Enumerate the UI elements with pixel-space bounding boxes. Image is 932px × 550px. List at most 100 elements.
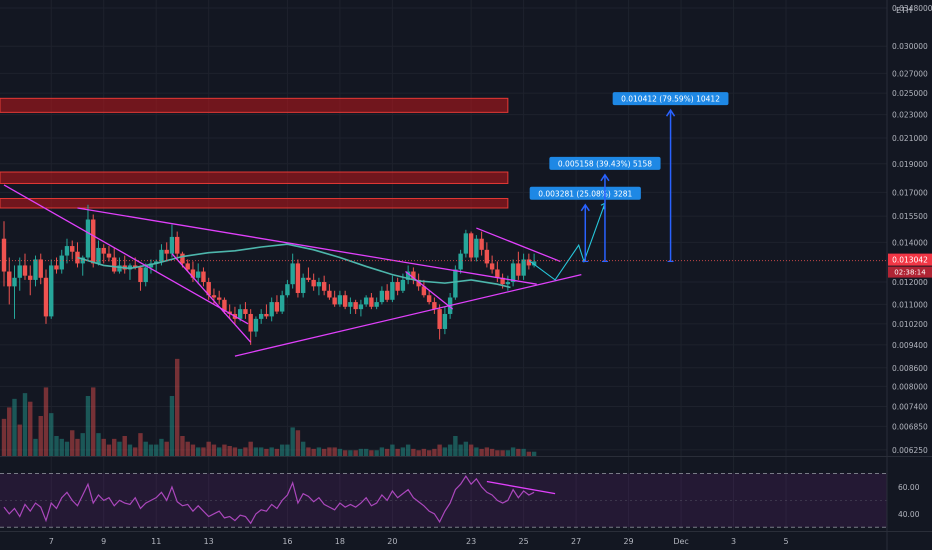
volume-bar [175, 358, 180, 456]
volume-bar [122, 436, 127, 456]
time-tick-label: Dec [673, 537, 688, 546]
candle-body [264, 313, 269, 317]
resistance-zone[interactable] [0, 171, 509, 184]
moving-average-path[interactable] [77, 243, 511, 289]
candle-body [458, 253, 463, 270]
volume-bar [495, 450, 500, 456]
volume-bar [143, 441, 148, 456]
volume-bar [379, 447, 385, 456]
volume-bar [201, 447, 206, 456]
price-tick-label: 0.011000 [892, 300, 928, 309]
resistance-zone[interactable] [0, 97, 509, 113]
trendline[interactable] [405, 271, 454, 310]
volume-bar [416, 450, 421, 456]
volume-bar [91, 387, 96, 456]
volume-bar [363, 448, 369, 456]
price-tick-label: 0.021000 [892, 134, 928, 143]
candle-body [453, 269, 458, 298]
volume-bar [411, 448, 416, 456]
candle-body [526, 259, 532, 266]
price-tick-label: 0.007400 [892, 402, 928, 411]
candle-body [59, 255, 64, 270]
candle-body [285, 284, 290, 296]
time-tick-label: 3 [731, 537, 736, 546]
candle-body [243, 309, 248, 314]
resistance-zones[interactable] [0, 97, 509, 209]
candle-body [384, 290, 390, 300]
price-tick-label: 0.030000 [892, 42, 928, 51]
volume-bar [285, 444, 290, 456]
measure-label: 0.005158 (39.43%) 5158 [558, 159, 652, 168]
price-tick-label: 0.019000 [892, 160, 928, 169]
volume-bar [127, 444, 133, 456]
volume-bar [342, 450, 348, 456]
time-tick-label: 16 [282, 537, 292, 546]
candle-body [180, 253, 185, 264]
volume-bar [253, 447, 259, 456]
rsi-line[interactable] [3, 475, 535, 525]
measure-label-box[interactable] [549, 156, 661, 170]
candle-body [500, 277, 505, 285]
time-axis-labels[interactable]: 7 9 11 13 16 18 20 23 25 27 29 Dec 3 5 [49, 537, 789, 546]
measure-label-box[interactable] [529, 186, 641, 200]
volume-bar [112, 438, 117, 456]
candle-body [133, 265, 138, 268]
candle-body [321, 282, 327, 291]
projection-polyline[interactable] [528, 203, 606, 281]
time-tick-label: 18 [335, 537, 345, 546]
volume-bar [80, 433, 85, 456]
candle-body [85, 219, 91, 258]
trendline[interactable] [171, 253, 252, 343]
volume-bar [400, 447, 406, 456]
candle-body [327, 290, 332, 298]
price-tick-label: 0.0348000 [892, 4, 932, 13]
time-tick-label: 5 [783, 537, 788, 546]
candle-body [269, 302, 274, 317]
candle-body [290, 263, 295, 285]
trendline[interactable] [234, 274, 582, 357]
candle-body [22, 265, 28, 276]
volume-bar [258, 447, 264, 456]
last-price-badge: 0.013042 02:38:14 [888, 253, 932, 278]
last-price-box [888, 253, 932, 266]
moving-average-line[interactable] [77, 243, 511, 289]
countdown-box [888, 266, 932, 278]
trendline[interactable] [3, 184, 249, 325]
trendline[interactable] [77, 207, 537, 285]
rsi-pane[interactable]: 60.00 40.00 [0, 472, 920, 528]
volume-bar [337, 448, 343, 456]
candle-body [70, 246, 75, 252]
price-axis-labels[interactable]: 0.0348000 0.030000 0.027000 0.025000 0.02300… [892, 4, 932, 455]
trendline[interactable] [476, 227, 561, 263]
resistance-zone[interactable] [0, 198, 509, 209]
candle-body [421, 286, 427, 296]
price-range-measures[interactable]: 0.003281 (25.08%) 3281 0.005158 (39.43%) … [529, 92, 729, 263]
measure-label-box[interactable] [612, 92, 729, 106]
volume-bar [269, 447, 274, 456]
measure-arrow-head [600, 173, 610, 182]
volume-bar [279, 444, 285, 456]
volume-bar [54, 436, 59, 456]
candle-body [306, 277, 311, 280]
candle-body [353, 302, 358, 310]
rsi-tick-label: 60.00 [898, 483, 920, 492]
volume-bar [237, 448, 243, 456]
volume-bar [195, 447, 201, 456]
price-tick-label: 0.025000 [892, 89, 928, 98]
trendline-drawings[interactable] [3, 184, 582, 357]
candle-body [148, 263, 154, 268]
volume-bar [148, 444, 154, 456]
volume-bar [17, 424, 22, 456]
measure-label: 0.003281 (25.08%) 3281 [538, 189, 632, 198]
volume-bar [64, 441, 70, 456]
volume-bar [442, 447, 448, 456]
rsi-divergence-line[interactable] [486, 480, 556, 495]
volume-bar [432, 448, 437, 456]
volume-bar [133, 447, 138, 456]
time-tick-label: 9 [101, 537, 106, 546]
volume-bar [216, 447, 222, 456]
candle-body [185, 263, 190, 270]
volume-bar [453, 436, 458, 456]
volume-bar [49, 413, 54, 456]
